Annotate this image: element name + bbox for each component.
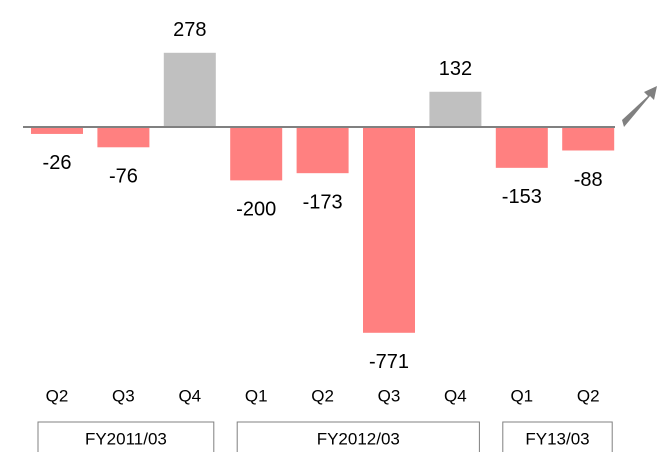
bar [230, 127, 283, 181]
value-label: -173 [303, 191, 343, 213]
x-tick-label: Q2 [311, 386, 334, 405]
value-label: -153 [502, 186, 542, 208]
x-tick-label: Q3 [378, 386, 401, 405]
x-tick-label: Q3 [112, 386, 135, 405]
value-label: -88 [574, 169, 603, 191]
bar [429, 91, 482, 127]
x-tick-label: Q2 [577, 386, 600, 405]
x-tick-label: Q4 [444, 386, 467, 405]
value-label: 278 [173, 19, 206, 41]
bar [363, 127, 415, 333]
bar [163, 52, 216, 127]
arrow [622, 86, 657, 127]
group-label: FY2011/03 [85, 429, 167, 448]
group-label: FY13/03 [525, 429, 589, 448]
value-label: -771 [369, 351, 409, 373]
x-tick-label: Q4 [178, 386, 201, 405]
bar [296, 127, 349, 174]
bar [97, 127, 150, 148]
bar [562, 127, 615, 151]
bar [31, 127, 83, 134]
group-label: FY2012/03 [317, 429, 400, 448]
value-label: -76 [109, 166, 138, 188]
value-label: 132 [439, 58, 472, 80]
group-box [502, 421, 613, 452]
group-box [236, 421, 480, 452]
x-tick-label: Q2 [46, 386, 69, 405]
value-label: -26 [43, 152, 72, 174]
value-label: -200 [236, 199, 276, 221]
x-tick-label: Q1 [245, 386, 268, 405]
x-tick-label: Q1 [510, 386, 533, 405]
bar [495, 127, 548, 168]
group-box [37, 421, 215, 452]
